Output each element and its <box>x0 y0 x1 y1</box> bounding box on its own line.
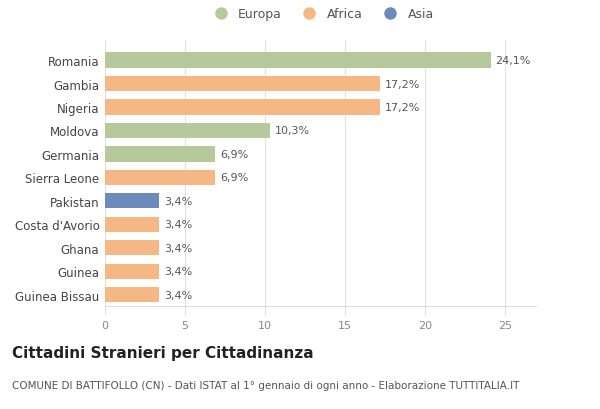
Text: COMUNE DI BATTIFOLLO (CN) - Dati ISTAT al 1° gennaio di ogni anno - Elaborazione: COMUNE DI BATTIFOLLO (CN) - Dati ISTAT a… <box>12 380 520 390</box>
Bar <box>105 170 215 186</box>
Text: 3,4%: 3,4% <box>164 290 193 300</box>
Bar <box>105 217 160 232</box>
Text: 17,2%: 17,2% <box>385 79 421 89</box>
Text: Cittadini Stranieri per Cittadinanza: Cittadini Stranieri per Cittadinanza <box>12 346 314 361</box>
Bar <box>105 147 215 162</box>
Bar <box>105 194 160 209</box>
Text: 3,4%: 3,4% <box>164 243 193 253</box>
Text: 3,4%: 3,4% <box>164 220 193 230</box>
Text: 6,9%: 6,9% <box>220 150 248 160</box>
Bar <box>105 100 380 115</box>
Bar <box>105 287 160 303</box>
Text: 24,1%: 24,1% <box>496 56 531 66</box>
Text: 3,4%: 3,4% <box>164 267 193 276</box>
Bar <box>105 77 380 92</box>
Text: 10,3%: 10,3% <box>275 126 310 136</box>
Bar <box>105 124 270 139</box>
Text: 6,9%: 6,9% <box>220 173 248 183</box>
Legend: Europa, Africa, Asia: Europa, Africa, Asia <box>203 3 439 26</box>
Bar <box>105 264 160 279</box>
Text: 17,2%: 17,2% <box>385 103 421 113</box>
Bar <box>105 53 491 69</box>
Bar <box>105 240 160 256</box>
Text: 3,4%: 3,4% <box>164 196 193 206</box>
